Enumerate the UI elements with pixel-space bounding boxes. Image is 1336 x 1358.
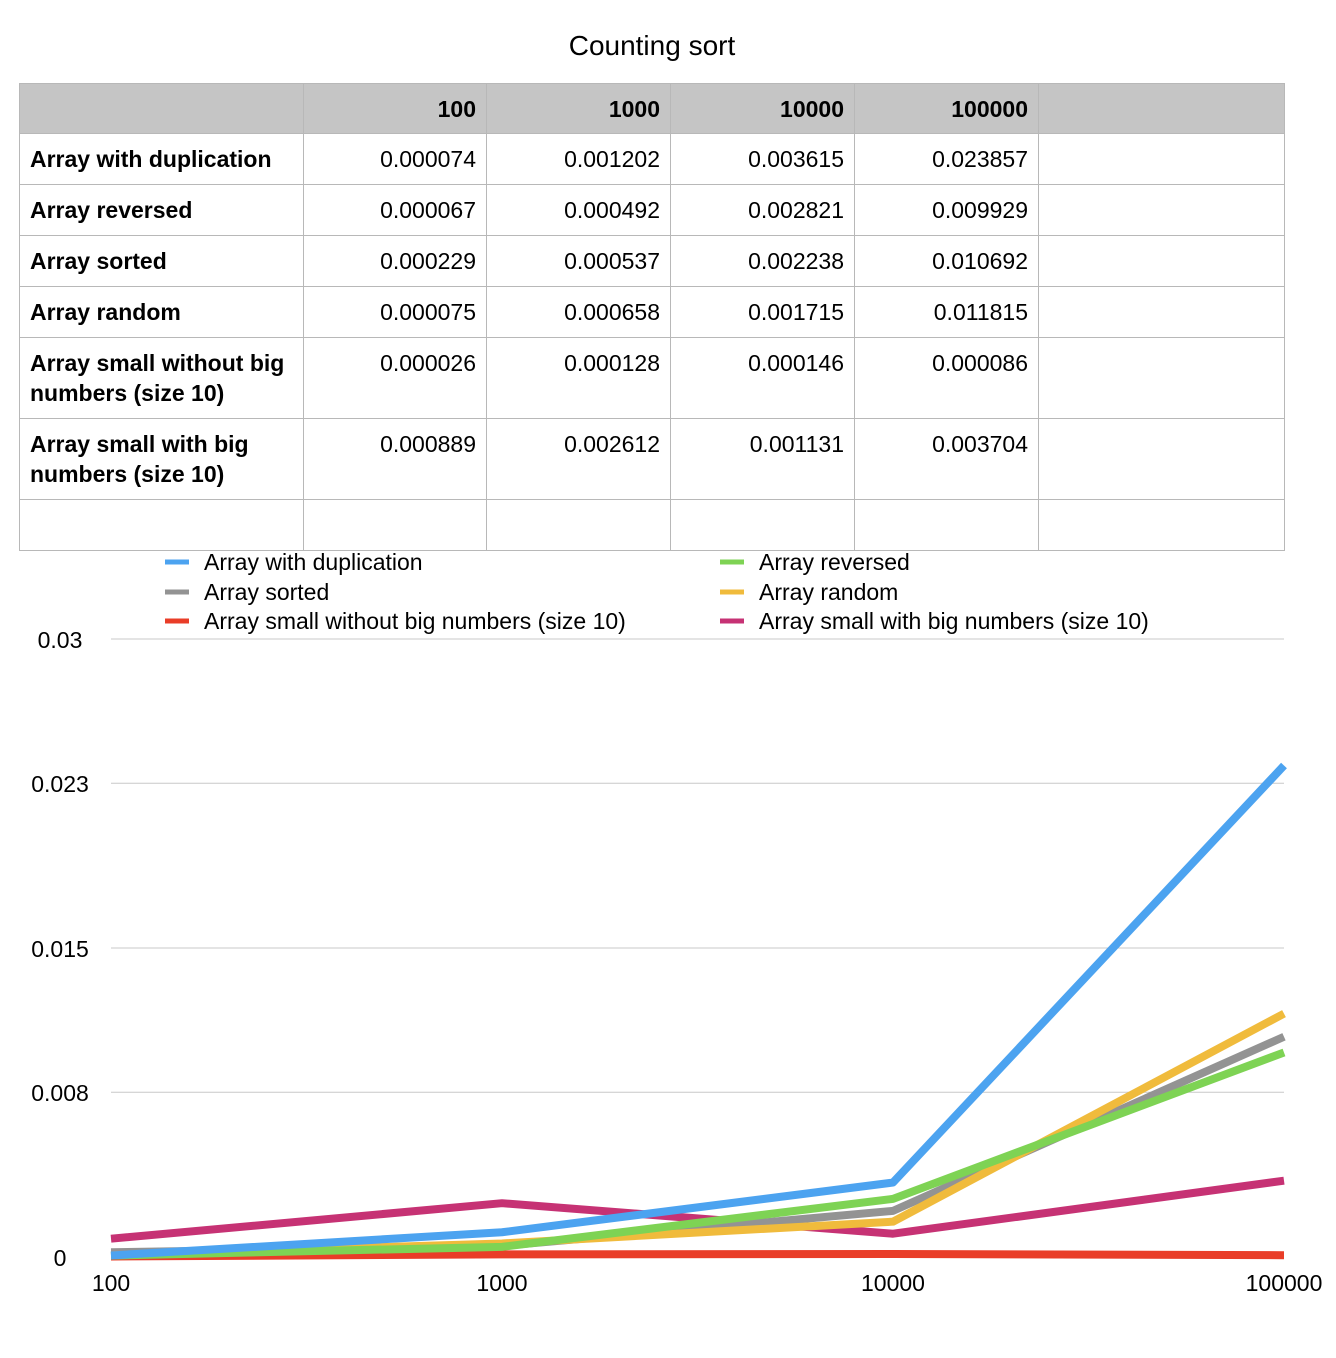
- y-tick-label: 0.03: [38, 627, 83, 653]
- table-header-row: 100 1000 10000 100000: [19, 83, 1285, 134]
- legend-label: Array with duplication: [204, 549, 423, 575]
- y-tick-label: 0.015: [31, 936, 89, 962]
- table-cell: 0.001202: [486, 133, 671, 185]
- table-row: [19, 499, 1285, 551]
- row-label: Array random: [19, 286, 304, 338]
- legend-label: Array small without big numbers (size 10…: [204, 608, 626, 634]
- table-row: Array with duplication 0.000074 0.001202…: [19, 133, 1285, 185]
- series-line: [110, 1176, 1285, 1243]
- table-cell: [670, 499, 855, 551]
- table-header-cell: 100: [303, 83, 487, 134]
- table-cell: 0.001715: [670, 286, 855, 338]
- table-cell: 0.002612: [486, 418, 671, 500]
- y-axis: 0 0.008 0.015 0.023 0.03: [31, 627, 89, 1271]
- table-header-cell: 10000: [670, 83, 855, 134]
- y-tick-label: 0: [54, 1245, 67, 1271]
- table-cell: 0.000128: [486, 337, 671, 419]
- table-cell: 0.001131: [670, 418, 855, 500]
- legend: Array with duplication Array reversed Arra…: [165, 549, 1149, 634]
- series-lines: [110, 762, 1287, 1261]
- table-row: Array small without big numbers (size 10…: [19, 337, 1285, 419]
- table-cell: 0.003615: [670, 133, 855, 185]
- table-cell: 0.000492: [486, 184, 671, 236]
- y-tick-label: 0.008: [31, 1080, 89, 1106]
- table-cell: 0.000146: [670, 337, 855, 419]
- x-axis: 100 1000 10000 100000: [92, 1270, 1323, 1296]
- table-cell-empty: [1038, 499, 1285, 551]
- table-header-cell: 100000: [854, 83, 1039, 134]
- table-cell-empty: [1038, 337, 1285, 419]
- table-cell: [303, 499, 487, 551]
- table-cell: [486, 499, 671, 551]
- table-cell: 0.000658: [486, 286, 671, 338]
- table-cell: 0.011815: [854, 286, 1039, 338]
- table-cell: 0.000074: [303, 133, 487, 185]
- x-tick-label: 100000: [1246, 1270, 1323, 1296]
- legend-label: Array reversed: [759, 549, 910, 575]
- x-tick-label: 100: [92, 1270, 130, 1296]
- table-cell: 0.010692: [854, 235, 1039, 287]
- table-cell: 0.000537: [486, 235, 671, 287]
- line-chart: Array with duplication Array reversed Arra…: [31, 549, 1323, 1296]
- series-line: [110, 1048, 1286, 1260]
- table-header-cell: [19, 83, 304, 134]
- table-header-cell: [1038, 83, 1285, 134]
- table-cell-empty: [1038, 184, 1285, 236]
- table-row: Array sorted 0.000229 0.000537 0.002238 …: [19, 235, 1285, 287]
- table-row: Array reversed 0.000067 0.000492 0.00282…: [19, 184, 1285, 236]
- table-cell: 0.003704: [854, 418, 1039, 500]
- table-cell: 0.000067: [303, 184, 487, 236]
- series-line: [110, 762, 1287, 1260]
- table-cell-empty: [1038, 418, 1285, 500]
- legend-label: Array small with big numbers (size 10): [759, 608, 1149, 634]
- table-cell: 0.009929: [854, 184, 1039, 236]
- x-tick-label: 1000: [476, 1270, 527, 1296]
- table-cell: 0.000229: [303, 235, 487, 287]
- legend-label: Array sorted: [204, 579, 329, 605]
- table-cell-empty: [1038, 235, 1285, 287]
- row-label: Array small with big numbers (size 10): [19, 418, 304, 500]
- data-table: 100 1000 10000 100000 Array with duplica…: [19, 83, 1285, 551]
- table-cell: 0.000075: [303, 286, 487, 338]
- table-header-cell: 1000: [486, 83, 671, 134]
- row-label: Array reversed: [19, 184, 304, 236]
- table-cell: 0.000086: [854, 337, 1039, 419]
- table-cell: 0.000889: [303, 418, 487, 500]
- y-tick-label: 0.023: [31, 771, 89, 797]
- table-cell: 0.000026: [303, 337, 487, 419]
- table-row: Array random 0.000075 0.000658 0.001715 …: [19, 286, 1285, 338]
- row-label: Array with duplication: [19, 133, 304, 185]
- table-row: Array small with big numbers (size 10) 0…: [19, 418, 1285, 500]
- row-label: Array small without big numbers (size 10…: [19, 337, 304, 419]
- table-cell: [854, 499, 1039, 551]
- row-label: Array sorted: [19, 235, 304, 287]
- table-cell: 0.023857: [854, 133, 1039, 185]
- table-cell: 0.002821: [670, 184, 855, 236]
- x-tick-label: 10000: [861, 1270, 925, 1296]
- row-label: [19, 499, 304, 551]
- chart-title: Counting sort: [568, 30, 736, 61]
- table-cell-empty: [1038, 133, 1285, 185]
- table-cell: 0.002238: [670, 235, 855, 287]
- series-line: [110, 1249, 1285, 1261]
- legend-label: Array random: [759, 579, 898, 605]
- table-cell-empty: [1038, 286, 1285, 338]
